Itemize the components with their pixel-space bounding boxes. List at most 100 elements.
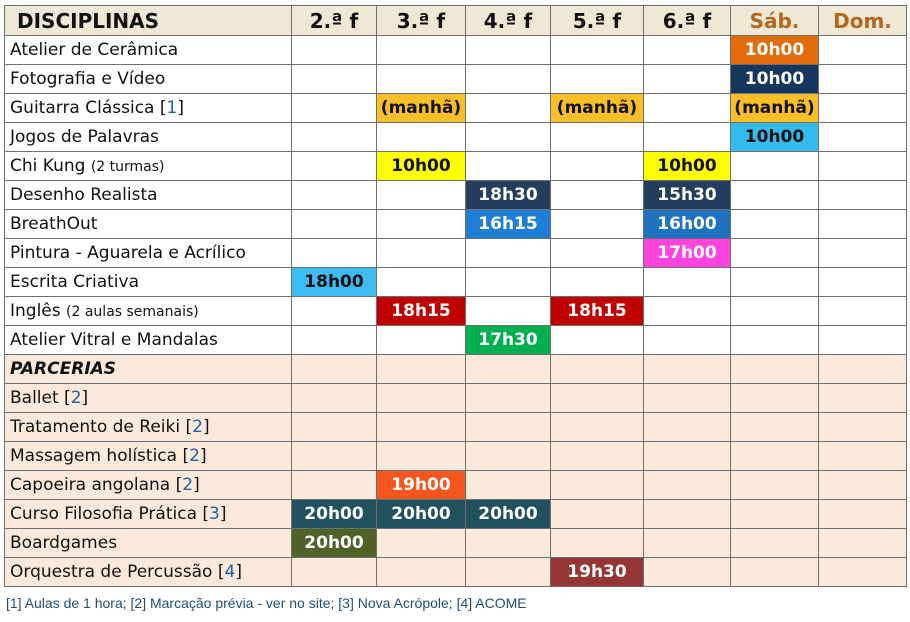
time-slot-cell <box>376 383 466 413</box>
time-slot-cell <box>818 325 907 355</box>
time-slot-cell <box>291 354 377 384</box>
time-slot-cell: (manhã) <box>730 93 819 123</box>
footnote-legend: [1] Aulas de 1 hora; [2] Marcação prévia… <box>6 595 527 611</box>
time-slot-cell <box>818 412 907 442</box>
header-day-quinta: 5.ª f <box>550 5 644 36</box>
footnote-reference: 3 <box>209 504 220 524</box>
time-slot-cell <box>730 383 819 413</box>
footnote-reference: 2 <box>70 388 82 408</box>
time-slot-cell: 19h30 <box>550 557 644 587</box>
time-slot-cell <box>376 412 466 442</box>
time-slot-cell <box>550 528 644 558</box>
time-slot-cell <box>643 470 731 500</box>
time-slot-cell <box>730 267 819 297</box>
time-slot-cell <box>818 64 907 94</box>
time-slot-cell <box>550 412 644 442</box>
time-slot-cell <box>550 267 644 297</box>
time-slot-cell: 10h00 <box>376 151 466 181</box>
time-slot-cell <box>730 470 819 500</box>
time-slot-cell <box>465 354 551 384</box>
discipline-name: Escrita Criativa <box>10 272 140 292</box>
time-slot-cell: 15h30 <box>643 180 731 210</box>
time-slot-cell <box>818 470 907 500</box>
schedule-row: Tratamento de Reiki [2] <box>4 412 907 442</box>
header-row: DISCIPLINAS 2.ª f 3.ª f 4.ª f 5.ª f 6.ª … <box>4 5 907 36</box>
time-slot-cell <box>550 441 644 471</box>
time-slot-cell <box>730 180 819 210</box>
discipline-name-cell: Tratamento de Reiki [2] <box>4 412 292 442</box>
time-slot-cell <box>465 122 551 152</box>
time-slot-cell <box>643 325 731 355</box>
discipline-name-cell: Desenho Realista <box>4 180 292 210</box>
schedule-row: Capoeira angolana [2] 19h00 <box>4 470 907 500</box>
time-slot-cell <box>465 557 551 587</box>
schedule-row: Orquestra de Percussão [4] 19h30 <box>4 557 907 587</box>
time-slot-cell: 17h00 <box>643 238 731 268</box>
time-slot-cell <box>291 470 377 500</box>
time-slot-cell <box>550 151 644 181</box>
time-slot-cell <box>376 238 466 268</box>
time-slot-cell <box>818 441 907 471</box>
time-slot-cell <box>730 528 819 558</box>
header-disciplinas: DISCIPLINAS <box>4 5 292 36</box>
discipline-name: Atelier Vitral e Mandalas <box>10 330 218 350</box>
discipline-note: (2 turmas) <box>90 159 165 175</box>
time-slot-cell <box>550 499 644 529</box>
time-slot-cell <box>465 35 551 65</box>
header-day-segunda: 2.ª f <box>291 5 377 36</box>
time-slot-cell: 10h00 <box>730 35 819 65</box>
discipline-note: (2 aulas semanais) <box>66 304 199 320</box>
time-slot-cell <box>465 93 551 123</box>
time-slot-cell <box>550 180 644 210</box>
time-slot-cell <box>818 528 907 558</box>
time-slot-cell <box>550 122 644 152</box>
time-slot-cell <box>730 412 819 442</box>
discipline-name: Pintura - Aguarela e Acrílico <box>10 243 246 263</box>
time-slot-cell: 16h00 <box>643 209 731 239</box>
discipline-name: Inglês <box>10 301 61 321</box>
time-slot-cell: 20h00 <box>465 499 551 529</box>
header-day-quarta: 4.ª f <box>465 5 551 36</box>
time-slot-cell <box>465 441 551 471</box>
discipline-name-cell: Ballet [2] <box>4 383 292 413</box>
schedule-body: Atelier de Cerâmica 10h00 Fotografia e Víd… <box>4 35 907 587</box>
schedule-row: Chi Kung (2 turmas) 10h00 10h00 <box>4 151 907 181</box>
time-slot-cell <box>818 499 907 529</box>
schedule-row: Atelier Vitral e Mandalas 17h30 <box>4 325 907 355</box>
time-slot-cell <box>465 151 551 181</box>
time-slot-cell <box>643 354 731 384</box>
time-slot-cell <box>550 383 644 413</box>
partners-heading: PARCERIAS <box>4 354 292 384</box>
schedule-row: Curso Filosofia Prática [3] 20h00 20h00 20h… <box>4 499 907 529</box>
footnote-reference: 2 <box>189 446 200 466</box>
time-slot-cell <box>550 325 644 355</box>
discipline-name-cell: BreathOut <box>4 209 292 239</box>
discipline-name: Massagem holística <box>10 446 178 466</box>
time-slot-cell <box>465 528 551 558</box>
time-slot-cell <box>550 354 644 384</box>
discipline-name: Chi Kung <box>10 156 86 176</box>
schedule-row: Atelier de Cerâmica 10h00 <box>4 35 907 65</box>
time-slot-cell: 18h30 <box>465 180 551 210</box>
discipline-name: Curso Filosofia Prática <box>10 504 197 524</box>
time-slot-cell <box>818 122 907 152</box>
time-slot-cell <box>818 296 907 326</box>
time-slot-cell <box>291 180 377 210</box>
time-slot-cell <box>376 209 466 239</box>
time-slot-cell <box>550 35 644 65</box>
discipline-name: Guitarra Clássica <box>10 98 155 118</box>
time-slot-cell: 16h15 <box>465 209 551 239</box>
footnote-reference: 2 <box>192 417 203 437</box>
time-slot-cell <box>376 528 466 558</box>
time-slot-cell <box>376 122 466 152</box>
time-slot-cell <box>643 296 731 326</box>
discipline-name-cell: Curso Filosofia Prática [3] <box>4 499 292 529</box>
time-slot-cell <box>291 209 377 239</box>
time-slot-cell <box>291 151 377 181</box>
schedule-row: Desenho Realista 18h30 15h30 <box>4 180 907 210</box>
time-slot-cell <box>376 354 466 384</box>
discipline-name: Desenho Realista <box>10 185 158 205</box>
time-slot-cell <box>643 412 731 442</box>
footnote-reference: 1 <box>166 98 178 118</box>
header-day-sexta: 6.ª f <box>643 5 731 36</box>
